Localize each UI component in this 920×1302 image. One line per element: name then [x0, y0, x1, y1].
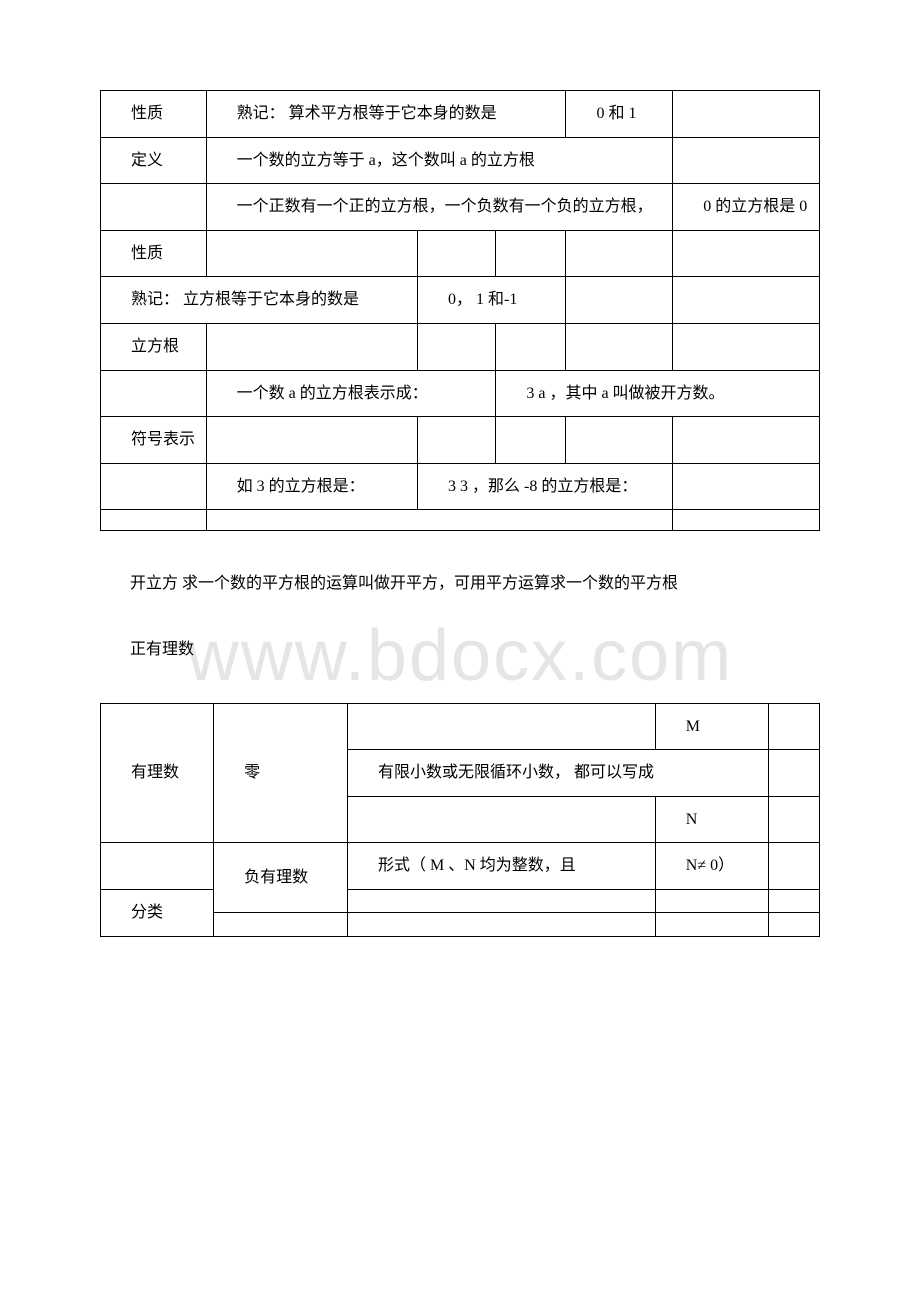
table-row: 符号表示	[101, 417, 820, 464]
table-2: 有理数 零 M 有限小数或无限循环小数， 都可以写成 N 负有理数 形式（ M …	[100, 703, 820, 937]
cell-empty	[566, 417, 673, 464]
cell-content: N	[655, 796, 769, 843]
table-row: 分类	[101, 889, 820, 912]
table-row: 如 3 的立方根是： 3 3 ，那么 -8 的立方根是：	[101, 463, 820, 510]
cell-empty	[418, 230, 496, 277]
table-row: 定义 一个数的立方等于 a，这个数叫 a 的立方根	[101, 137, 820, 184]
cell-empty	[769, 843, 820, 890]
table-row: 性质 熟记： 算术平方根等于它本身的数是 0 和 1	[101, 91, 820, 138]
cell-empty	[214, 913, 348, 936]
table-1: 性质 熟记： 算术平方根等于它本身的数是 0 和 1 定义 一个数的立方等于 a…	[100, 90, 820, 531]
cell-empty	[566, 277, 673, 324]
cell-label: 立方根	[101, 323, 207, 370]
cell-empty	[769, 913, 820, 936]
cell-empty	[206, 417, 417, 464]
cell-empty	[206, 230, 417, 277]
table-row: 一个正数有一个正的立方根，一个负数有一个负的立方根， 0 的立方根是 0	[101, 184, 820, 231]
cell-empty	[673, 137, 820, 184]
table-row: 负有理数 形式（ M 、N 均为整数，且 N≠ 0）	[101, 843, 820, 890]
paragraph-2: 正有理数	[100, 637, 820, 663]
cell-empty	[673, 230, 820, 277]
cell-content: 一个数的立方等于 a，这个数叫 a 的立方根	[206, 137, 673, 184]
cell-empty	[418, 417, 496, 464]
cell-content: 一个正数有一个正的立方根，一个负数有一个负的立方根，	[206, 184, 673, 231]
cell-label: 性质	[101, 230, 207, 277]
cell-content: 0 和 1	[566, 91, 673, 138]
table-row: 熟记： 立方根等于它本身的数是 0， 1 和-1	[101, 277, 820, 324]
cell-empty	[769, 703, 820, 750]
paragraph-1: 开立方 求一个数的平方根的运算叫做开平方，可用平方运算求一个数的平方根	[100, 571, 820, 597]
cell-content: 熟记： 算术平方根等于它本身的数是	[206, 91, 566, 138]
cell-content: 如 3 的立方根是：	[206, 463, 417, 510]
cell-empty	[418, 323, 496, 370]
table-row: 有理数 零 M	[101, 703, 820, 750]
cell-empty	[566, 230, 673, 277]
cell-label: 定义	[101, 137, 207, 184]
cell-empty	[101, 184, 207, 231]
cell-empty	[206, 323, 417, 370]
cell-empty	[769, 796, 820, 843]
cell-empty	[673, 91, 820, 138]
cell-empty	[101, 463, 207, 510]
cell-empty	[496, 230, 566, 277]
cell-content: 3 a ，其中 a 叫做被开方数。	[496, 370, 820, 417]
cell-empty	[347, 889, 655, 912]
cell-empty	[769, 889, 820, 912]
cell-label: 有理数	[101, 703, 214, 843]
cell-empty	[769, 750, 820, 797]
cell-empty	[206, 510, 673, 531]
cell-empty	[496, 417, 566, 464]
cell-empty	[347, 703, 655, 750]
cell-label: 性质	[101, 91, 207, 138]
cell-empty	[101, 510, 207, 531]
cell-content: M	[655, 703, 769, 750]
cell-content: 熟记： 立方根等于它本身的数是	[101, 277, 418, 324]
table-row	[101, 510, 820, 531]
cell-content: 0 的立方根是 0	[673, 184, 820, 231]
cell-empty	[673, 323, 820, 370]
cell-label: 符号表示	[101, 417, 207, 464]
cell-label: 分类	[101, 889, 214, 936]
cell-label: 零	[214, 703, 348, 843]
cell-empty	[347, 796, 655, 843]
cell-content: 有限小数或无限循环小数， 都可以写成	[347, 750, 768, 797]
cell-empty	[655, 889, 769, 912]
cell-empty	[347, 913, 655, 936]
cell-empty	[673, 277, 820, 324]
cell-content: 0， 1 和-1	[418, 277, 566, 324]
document-content: 性质 熟记： 算术平方根等于它本身的数是 0 和 1 定义 一个数的立方等于 a…	[100, 90, 820, 937]
cell-label: 负有理数	[214, 843, 348, 913]
cell-content: N≠ 0）	[655, 843, 769, 890]
cell-content: 一个数 a 的立方根表示成：	[206, 370, 496, 417]
cell-empty	[673, 417, 820, 464]
cell-empty	[101, 370, 207, 417]
table-row: 性质	[101, 230, 820, 277]
cell-content: 形式（ M 、N 均为整数，且	[347, 843, 655, 890]
cell-empty	[655, 913, 769, 936]
cell-empty	[101, 843, 214, 890]
table-row: 一个数 a 的立方根表示成： 3 a ，其中 a 叫做被开方数。	[101, 370, 820, 417]
table-row: 立方根	[101, 323, 820, 370]
cell-empty	[673, 510, 820, 531]
cell-content: 3 3 ，那么 -8 的立方根是：	[418, 463, 673, 510]
cell-empty	[496, 323, 566, 370]
cell-empty	[566, 323, 673, 370]
cell-empty	[673, 463, 820, 510]
